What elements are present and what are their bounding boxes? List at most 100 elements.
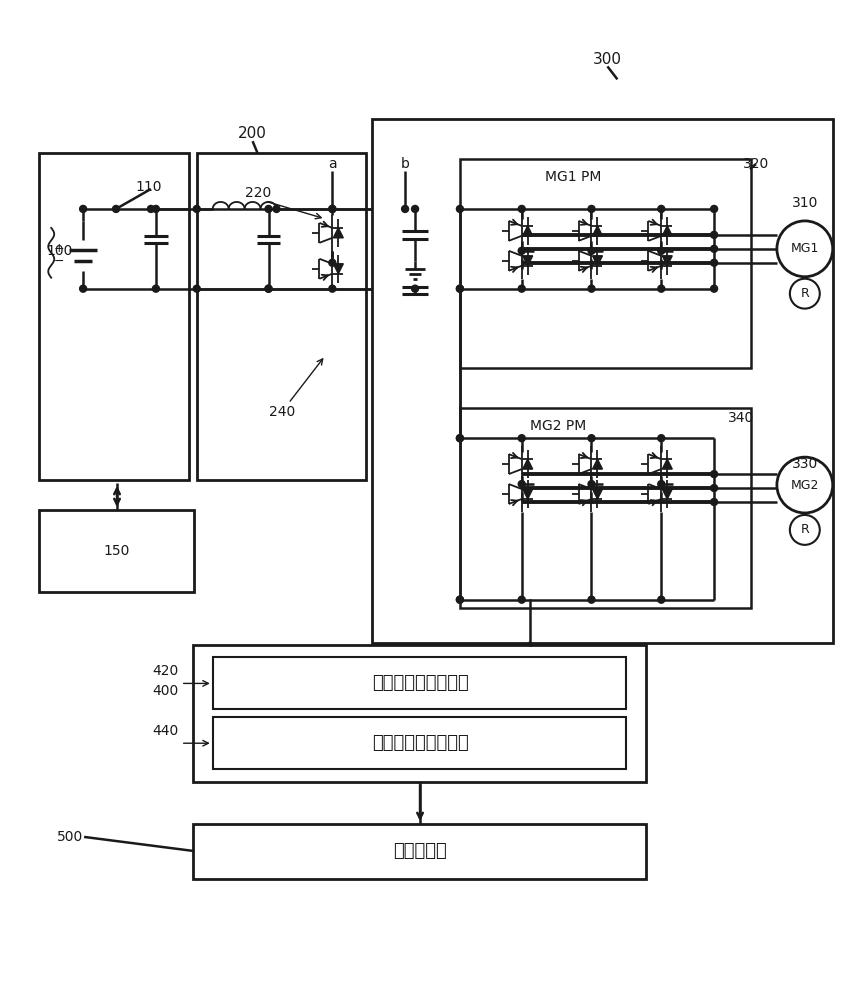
Text: 放电控制结束确定器: 放电控制结束确定器 [372,734,469,752]
Circle shape [518,481,525,488]
Text: 300: 300 [593,52,622,67]
Text: R: R [800,287,809,300]
Circle shape [518,247,525,254]
Circle shape [777,221,832,277]
Text: 340: 340 [728,411,754,425]
Circle shape [329,285,336,292]
Circle shape [265,285,272,292]
Circle shape [265,205,272,212]
Polygon shape [593,489,602,499]
Circle shape [411,285,418,292]
Circle shape [711,259,718,266]
Circle shape [153,205,160,212]
Polygon shape [523,489,533,499]
Circle shape [457,285,464,292]
Circle shape [194,205,201,212]
Circle shape [711,499,718,505]
Circle shape [711,205,718,212]
Text: 310: 310 [792,196,818,210]
Circle shape [194,285,201,292]
Text: MG2: MG2 [791,479,819,492]
Circle shape [457,435,464,442]
Polygon shape [662,256,672,266]
Circle shape [658,596,665,603]
Circle shape [518,596,525,603]
Polygon shape [662,489,672,499]
Circle shape [80,205,87,212]
Text: 440: 440 [153,724,179,738]
Circle shape [790,279,819,309]
Circle shape [329,205,336,212]
Circle shape [80,285,87,292]
Text: 420: 420 [153,664,179,678]
Circle shape [588,285,595,292]
Bar [39,153,188,480]
Circle shape [658,481,665,488]
Circle shape [711,245,718,252]
Polygon shape [593,226,602,236]
Text: 关断控制部: 关断控制部 [393,842,447,860]
Circle shape [518,435,525,442]
Circle shape [711,231,718,238]
Text: MG2 PM: MG2 PM [529,419,586,433]
Circle shape [777,457,832,513]
Circle shape [711,485,718,492]
Text: a: a [328,157,337,171]
Text: R: R [800,523,809,536]
Circle shape [273,205,280,212]
Text: b: b [401,157,410,171]
Circle shape [588,205,595,212]
Text: 150: 150 [104,544,130,558]
Circle shape [153,285,160,292]
Circle shape [457,596,464,603]
Polygon shape [523,459,533,469]
Circle shape [329,259,336,266]
Circle shape [658,205,665,212]
Circle shape [658,435,665,442]
Text: 400: 400 [153,684,179,698]
Polygon shape [593,459,602,469]
Text: MG1: MG1 [791,242,819,255]
Polygon shape [333,228,343,238]
Circle shape [588,481,595,488]
Polygon shape [662,459,672,469]
Circle shape [411,205,418,212]
Text: −: − [54,255,64,268]
Circle shape [457,435,464,442]
Polygon shape [523,226,533,236]
Bar [197,153,366,480]
Bar [39,510,194,592]
Circle shape [658,285,665,292]
Circle shape [518,285,525,292]
Polygon shape [593,256,602,266]
Circle shape [711,285,718,292]
Circle shape [457,596,464,603]
Text: 220: 220 [246,186,272,200]
Text: 500: 500 [57,830,83,844]
Bar [460,159,751,368]
Circle shape [658,247,665,254]
Circle shape [113,205,120,212]
Circle shape [457,285,464,292]
Circle shape [457,205,464,212]
Circle shape [711,471,718,478]
Text: 放电控制性能确定器: 放电控制性能确定器 [372,674,469,692]
Polygon shape [333,264,343,274]
Circle shape [790,515,819,545]
Circle shape [148,205,155,212]
Circle shape [588,435,595,442]
Text: 200: 200 [238,126,267,141]
Text: 240: 240 [269,405,296,419]
Polygon shape [523,256,533,266]
Bar [372,119,832,643]
Circle shape [588,247,595,254]
Bar [213,717,627,769]
Bar [193,824,647,879]
Text: +: + [54,242,64,255]
Circle shape [518,205,525,212]
Text: 110: 110 [135,180,162,194]
Bar [193,645,647,782]
Bar [213,657,627,709]
Circle shape [588,596,595,603]
Circle shape [329,205,336,212]
